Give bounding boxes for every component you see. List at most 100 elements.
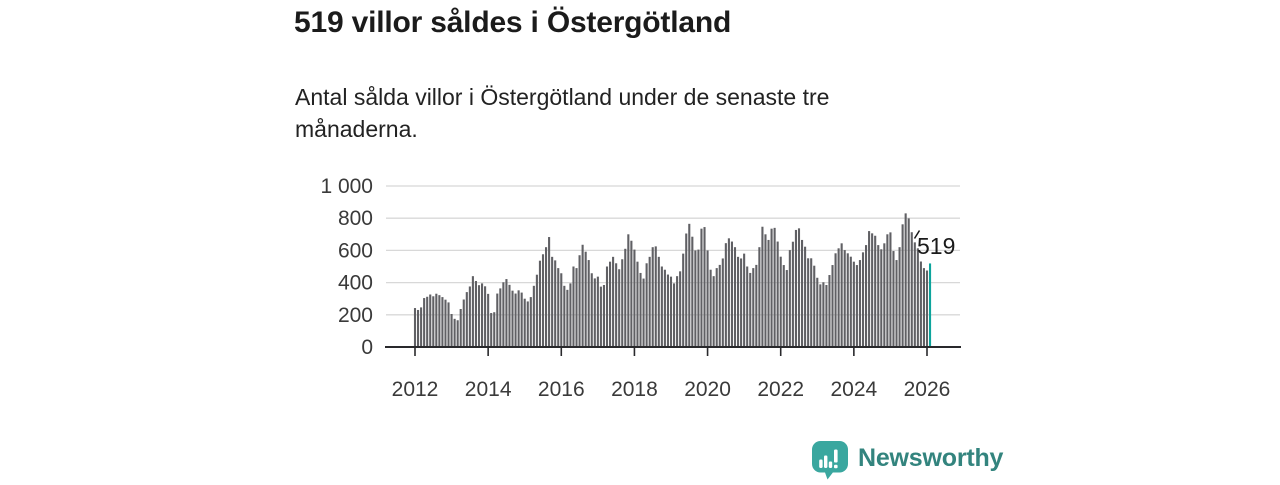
- bar: [761, 226, 764, 347]
- bar: [773, 227, 776, 347]
- bar: [581, 244, 584, 347]
- bar: [715, 268, 718, 347]
- bar: [551, 256, 554, 347]
- bar: [566, 289, 569, 347]
- bar: [721, 258, 724, 347]
- bar: [925, 270, 929, 347]
- bar: [593, 278, 596, 347]
- bar: [834, 253, 837, 347]
- bar: [718, 264, 721, 347]
- bar: [727, 238, 730, 347]
- bar: [743, 253, 746, 347]
- x-tick-label: 2022: [757, 378, 804, 401]
- bar: [901, 224, 904, 347]
- bar: [435, 293, 438, 347]
- bar: [825, 285, 828, 347]
- bar: [804, 246, 807, 347]
- bar: [602, 285, 605, 347]
- bar: [877, 245, 880, 347]
- y-tick-label: 400: [338, 272, 373, 295]
- bar: [660, 266, 663, 347]
- bar: [694, 250, 697, 347]
- bar: [484, 286, 487, 347]
- bar: [843, 250, 846, 347]
- x-tick-label: 2026: [904, 378, 951, 401]
- bar: [700, 228, 703, 347]
- bar: [639, 272, 642, 347]
- bar: [587, 260, 590, 347]
- bar: [429, 294, 432, 347]
- bar: [545, 247, 548, 347]
- bar: [456, 320, 459, 347]
- bar: [666, 274, 669, 347]
- bar: [609, 261, 612, 347]
- bar: [578, 255, 581, 347]
- y-tick-label: 800: [338, 207, 373, 230]
- bar: [471, 276, 474, 347]
- bar: [487, 293, 490, 347]
- bar: [688, 223, 691, 347]
- bar: [730, 241, 733, 347]
- bar: [520, 292, 523, 347]
- bar: [426, 296, 429, 347]
- y-tick-label: 1 000: [320, 175, 373, 198]
- bar: [505, 279, 508, 347]
- bar: [423, 298, 426, 347]
- bar: [907, 218, 910, 347]
- bar: [874, 235, 877, 347]
- bar: [481, 283, 484, 347]
- bar: [849, 256, 852, 347]
- bar: [636, 261, 639, 347]
- bar: [801, 239, 804, 347]
- bar: [740, 258, 743, 347]
- bar: [633, 249, 636, 347]
- page-title: 519 villor såldes i Östergötland: [294, 6, 732, 39]
- bar: [569, 283, 572, 347]
- bar: [737, 256, 740, 347]
- bar: [880, 249, 883, 347]
- x-tick-label: 2018: [611, 378, 658, 401]
- bar: [654, 246, 657, 348]
- bar: [797, 228, 801, 347]
- x-tick-label: 2012: [392, 378, 439, 401]
- bar: [538, 260, 541, 347]
- bar: [648, 256, 651, 347]
- bar: [703, 227, 706, 347]
- bar: [883, 243, 886, 347]
- newsworthy-logo-icon: [812, 441, 848, 480]
- bar: [685, 233, 688, 347]
- bar: [767, 239, 770, 347]
- bar: [846, 253, 849, 347]
- bar: [673, 283, 676, 347]
- bar: [474, 280, 477, 347]
- bar: [630, 240, 633, 347]
- bar: [453, 318, 456, 347]
- bar: [779, 256, 782, 347]
- bar: [584, 251, 587, 347]
- bar: [922, 268, 925, 347]
- bar: [864, 245, 868, 347]
- bar: [895, 260, 898, 347]
- bar: [615, 263, 618, 347]
- bar: [682, 253, 685, 347]
- value-annotation: 519: [917, 233, 955, 259]
- bar: [861, 252, 865, 347]
- bar: [691, 236, 694, 347]
- newsworthy-logo: Newsworthy: [811, 440, 1003, 480]
- bar: [554, 260, 557, 347]
- bar: [916, 248, 919, 347]
- bar: [785, 270, 788, 347]
- bar: [605, 266, 609, 347]
- bar: [612, 256, 615, 347]
- bar: [855, 265, 858, 347]
- bar: [770, 228, 773, 347]
- bar: [477, 285, 481, 347]
- bar: [910, 232, 913, 347]
- bar: [493, 312, 496, 347]
- bar: [450, 314, 453, 347]
- bar: [919, 261, 922, 347]
- chart-subtitle: Antal sålda villor i Östergötland under …: [295, 84, 830, 142]
- bar: [417, 309, 420, 347]
- bar: [679, 271, 682, 347]
- bar: [438, 295, 441, 347]
